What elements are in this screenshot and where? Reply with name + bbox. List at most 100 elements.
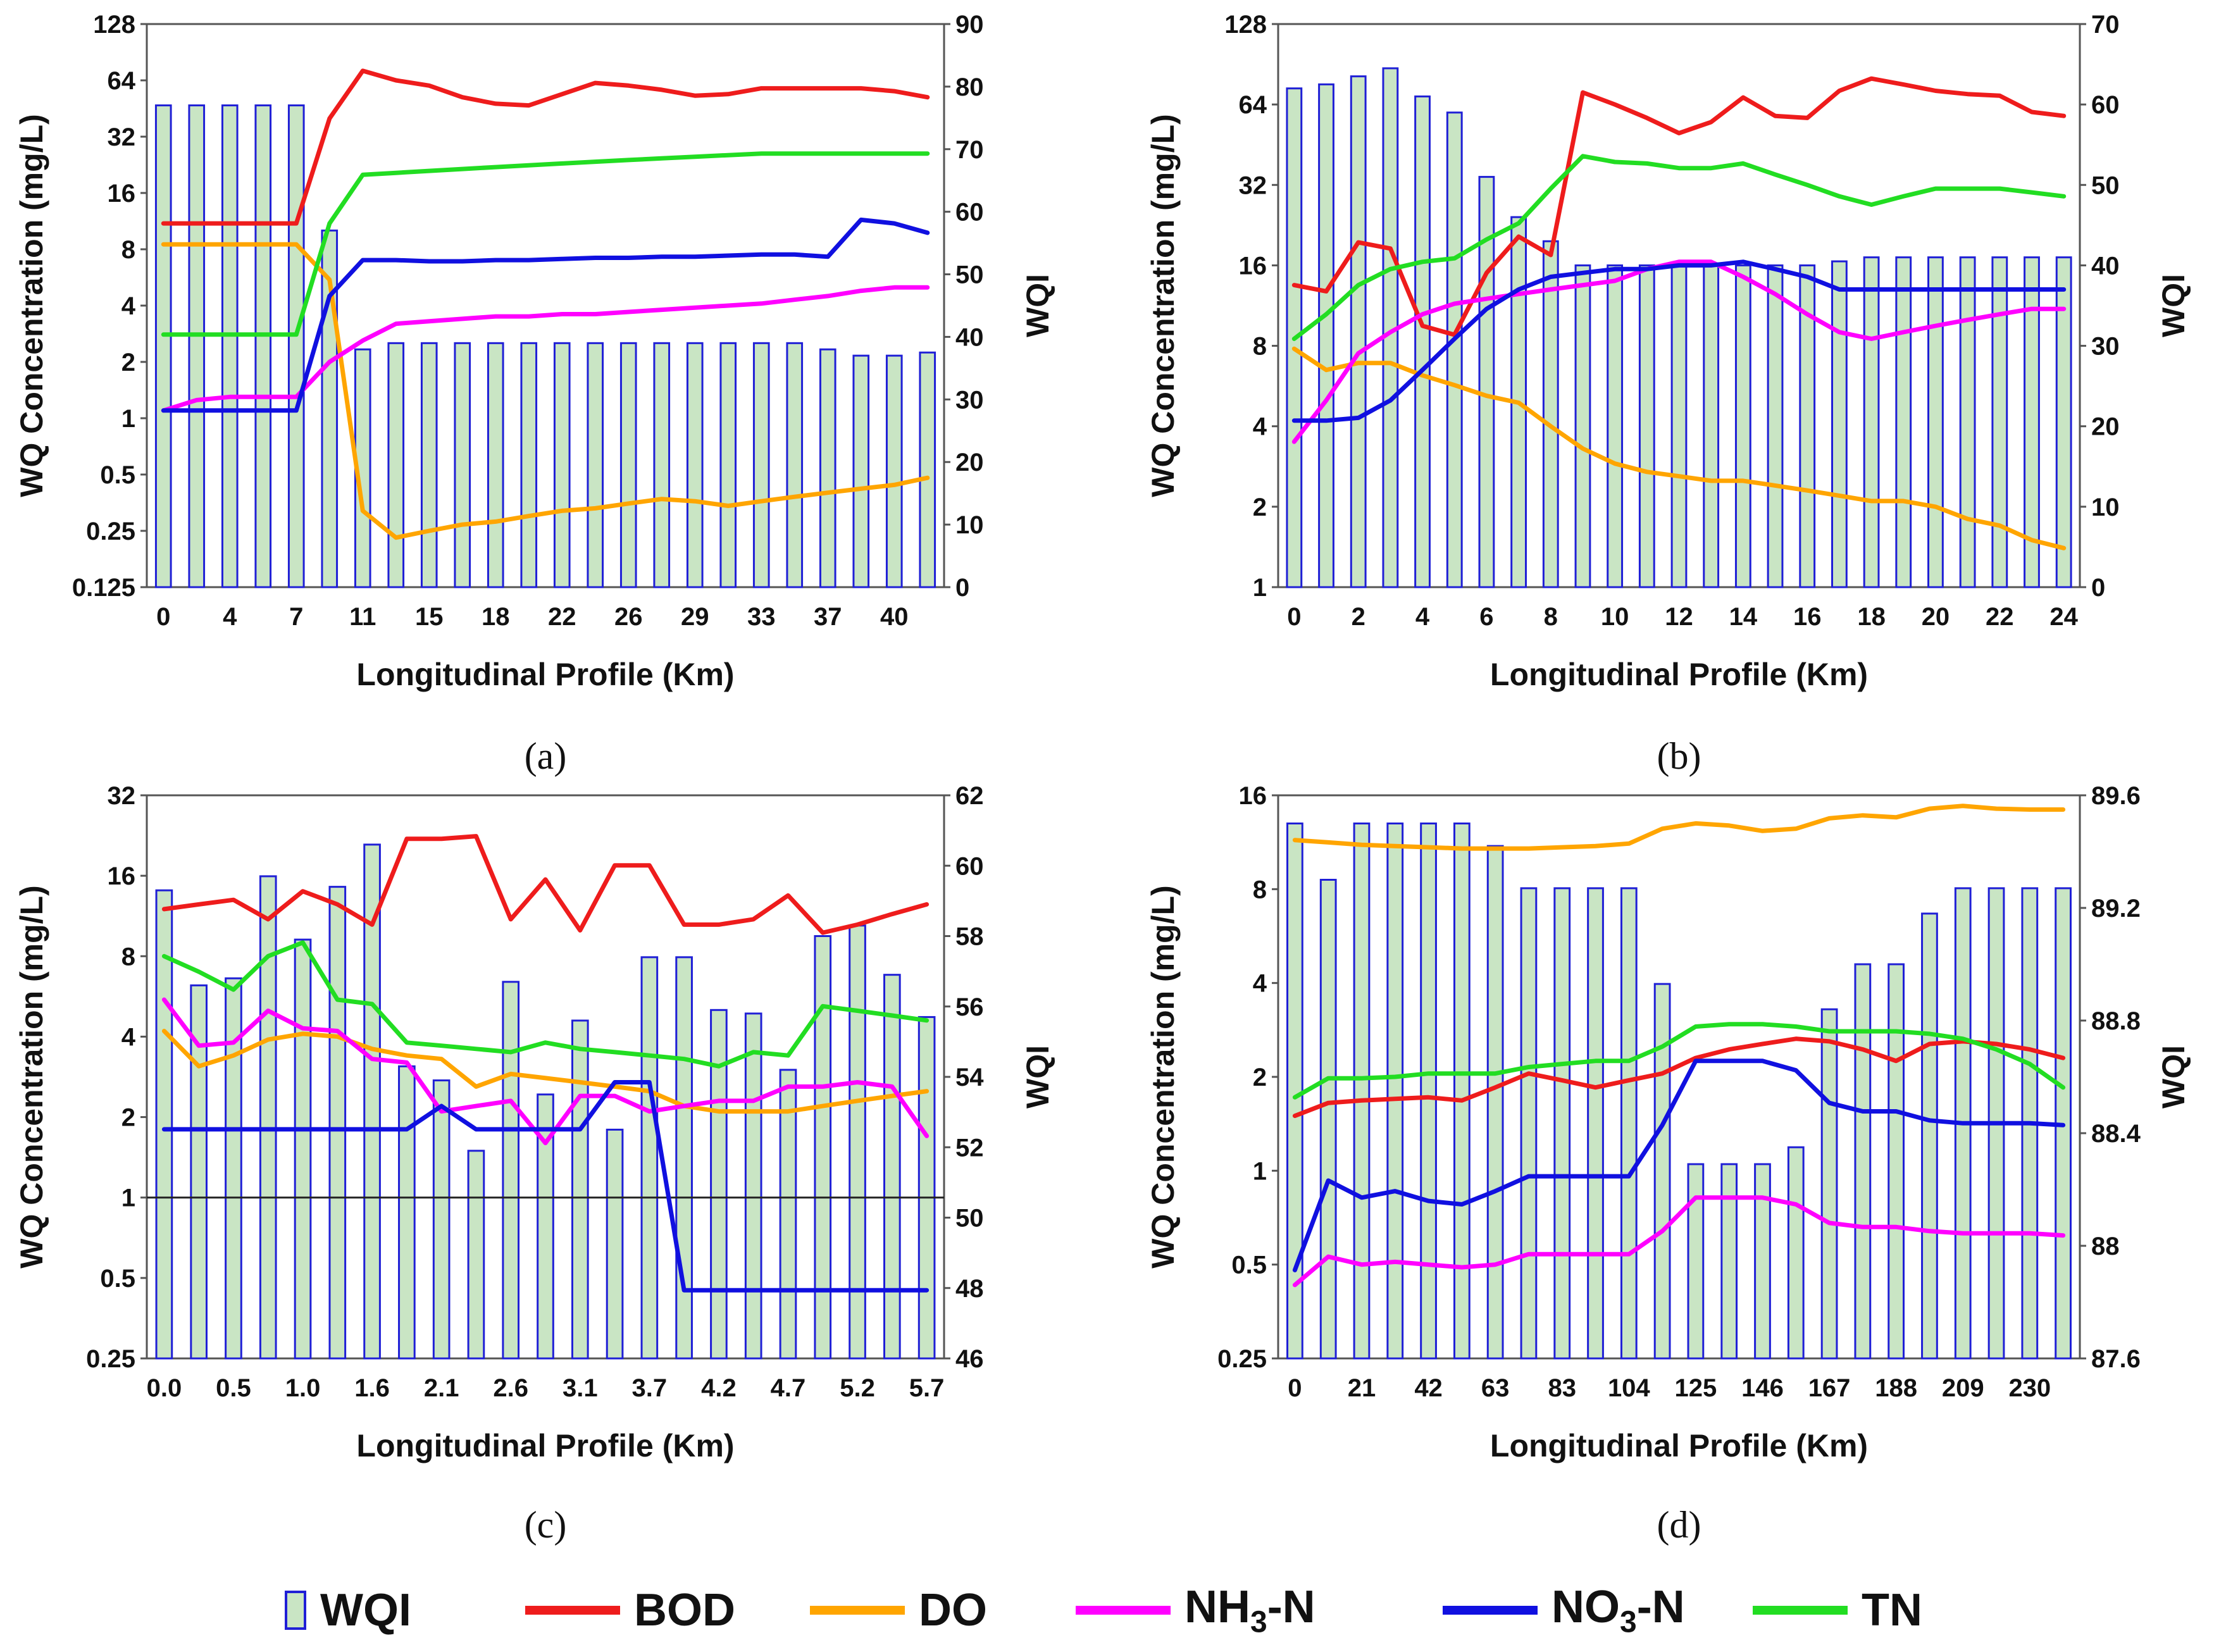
series-line-bod [1291, 76, 2067, 337]
wqi-bar [363, 843, 381, 1360]
series-line-no3-n [161, 217, 930, 413]
y-tick-label: 1 [1253, 574, 1267, 602]
x-tick-label: 15 [415, 603, 444, 631]
x-tick-label: 42 [1414, 1374, 1443, 1402]
wqi-bar [885, 354, 903, 588]
wqi-bar [2055, 256, 2072, 588]
x-tick-label: 209 [1942, 1374, 1984, 1402]
x-tick-label: 230 [2008, 1374, 2051, 1402]
x-tick-label: 7 [289, 603, 303, 631]
wqi-bar [1653, 983, 1671, 1360]
legend-no3-swatch [1443, 1606, 1538, 1615]
legend-no3-base: NO [1552, 1581, 1620, 1632]
wqi-bar [154, 104, 172, 588]
series-line-do [161, 242, 930, 540]
y2-tick-label: 56 [955, 993, 984, 1021]
x-tick-label: 4.2 [701, 1374, 737, 1402]
y-axis-title: WQ Concentration (mg/L) [1145, 885, 1181, 1269]
wqi-bar [1959, 256, 1976, 588]
y2-tick-label: 10 [2091, 494, 2120, 521]
wqi-bar [553, 342, 571, 588]
x-axis-title: Longitudinal Profile (Km) [1490, 657, 1868, 692]
wqi-bar [1687, 1163, 1705, 1360]
x-tick-label: 22 [548, 603, 576, 631]
y-tick-label: 2 [121, 1104, 135, 1132]
legend-no3-sub: 3 [1620, 1605, 1637, 1639]
x-tick-label: 14 [1729, 603, 1758, 631]
legend: WQI BOD DO NH3-N NO3-N TN [0, 1569, 2214, 1651]
wqi-bar [587, 342, 604, 588]
series-line-no3-n [1291, 259, 2067, 423]
legend-tn-swatch [1753, 1606, 1848, 1615]
x-tick-label: 26 [614, 603, 643, 631]
panel-label: (a) [525, 735, 567, 777]
y2-tick-label: 88.4 [2091, 1120, 2141, 1148]
y-tick-label: 32 [108, 782, 136, 810]
y-tick-label: 64 [108, 67, 136, 95]
x-tick-label: 3.1 [563, 1374, 598, 1402]
y2-axis-title: WQI [2156, 274, 2191, 337]
series-line-do [1291, 346, 2067, 550]
y-tick-label: 0.25 [1217, 1345, 1267, 1373]
wqi-bar [606, 1128, 624, 1360]
y-tick-label: 1 [121, 1184, 135, 1212]
x-tick-label: 125 [1675, 1374, 1717, 1402]
y-tick-label: 0.5 [100, 1265, 135, 1293]
x-tick-label: 37 [814, 603, 842, 631]
y2-tick-label: 70 [2091, 11, 2120, 39]
x-axis-title: Longitudinal Profile (Km) [356, 657, 734, 692]
chart-panel-a: 0.1250.250.51248163264128010203040506070… [14, 11, 1055, 777]
y-tick-label: 0.25 [86, 1345, 135, 1373]
y2-tick-label: 89.2 [2091, 895, 2141, 922]
y2-tick-label: 40 [955, 323, 984, 351]
y-tick-label: 2 [121, 349, 135, 376]
wqi-bar [883, 974, 901, 1360]
wqi-bar [1767, 264, 1784, 588]
x-tick-label: 63 [1481, 1374, 1510, 1402]
y2-tick-label: 40 [2091, 252, 2120, 280]
legend-tn-label: TN [1862, 1585, 1922, 1636]
series-line-tn [1291, 154, 2067, 341]
wqi-bar [1670, 264, 1688, 588]
legend-item-no3: NO3-N [1443, 1569, 1685, 1651]
y-tick-label: 8 [121, 943, 135, 971]
legend-do-swatch [810, 1606, 905, 1615]
wqi-bar [1420, 823, 1437, 1360]
y-tick-label: 32 [108, 123, 136, 151]
series-line-bod [1292, 1036, 2066, 1119]
wqi-bar [1542, 240, 1559, 588]
wqi-bar [675, 956, 693, 1360]
wqi-bar [1754, 1163, 1771, 1360]
wqi-bar [653, 342, 671, 588]
x-tick-label: 22 [1986, 603, 2014, 631]
wqi-bar [849, 924, 866, 1360]
x-tick-label: 1.6 [354, 1374, 390, 1402]
y-tick-label: 16 [1239, 782, 1267, 810]
y2-axis-title: WQI [1020, 1045, 1055, 1109]
y2-tick-label: 90 [955, 11, 984, 39]
wqi-bar [420, 342, 438, 588]
y2-tick-label: 60 [955, 852, 984, 880]
x-tick-label: 10 [1601, 603, 1629, 631]
x-tick-label: 83 [1548, 1374, 1576, 1402]
wqi-bar [1414, 95, 1431, 588]
y2-tick-label: 30 [2091, 333, 2120, 361]
legend-nh3-sub: 3 [1250, 1605, 1267, 1639]
x-tick-label: 20 [1922, 603, 1950, 631]
x-axis-title: Longitudinal Profile (Km) [356, 1428, 734, 1463]
wqi-bar [686, 342, 704, 588]
y2-tick-label: 20 [2091, 413, 2120, 441]
y2-tick-label: 50 [2091, 171, 2120, 199]
y2-tick-label: 58 [955, 923, 984, 951]
y2-tick-label: 10 [955, 511, 984, 539]
x-tick-label: 21 [1348, 1374, 1376, 1402]
panel-label: (b) [1657, 735, 1701, 777]
x-tick-label: 2.6 [493, 1374, 528, 1402]
x-tick-label: 0 [1287, 603, 1301, 631]
x-tick-label: 8 [1544, 603, 1558, 631]
wqi-bar [1318, 83, 1334, 588]
legend-item-tn: TN [1753, 1569, 1922, 1651]
wqi-bar [1350, 75, 1367, 588]
x-tick-label: 3.7 [632, 1374, 668, 1402]
wqi-bar [190, 984, 208, 1360]
